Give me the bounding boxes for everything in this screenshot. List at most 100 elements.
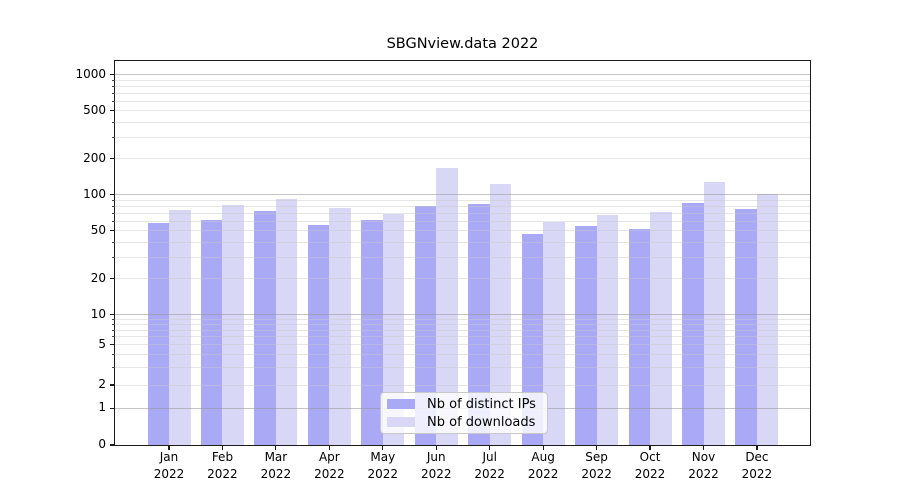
legend-label-downloads: Nb of downloads xyxy=(427,414,536,430)
y-tick-mark xyxy=(110,277,115,280)
y-gridline xyxy=(115,121,810,123)
x-tick-mark xyxy=(221,446,224,450)
y-tick-label: 2 xyxy=(98,377,106,391)
y-minor-tick-mark xyxy=(112,121,115,123)
bar-distinct-ips xyxy=(468,203,490,445)
y-minor-tick-mark xyxy=(112,136,115,138)
y-tick-mark xyxy=(110,407,115,409)
x-tick-label: Apr 2022 xyxy=(314,450,345,481)
bar-distinct-ips xyxy=(628,228,651,445)
y-minor-tick-mark xyxy=(112,205,115,207)
y-tick-mark xyxy=(110,444,115,446)
y-tick-label: 0 xyxy=(98,437,106,451)
x-tick-label: Jun 2022 xyxy=(420,450,452,481)
x-tick-mark xyxy=(596,446,598,450)
y-gridline xyxy=(115,92,810,94)
y-minor-tick-mark xyxy=(112,323,115,325)
x-tick-label: Jan 2022 xyxy=(153,450,185,481)
bar-distinct-ips xyxy=(414,205,437,445)
y-minor-tick-mark xyxy=(112,92,115,94)
x-tick-mark xyxy=(435,446,437,450)
x-tick-mark xyxy=(542,446,544,450)
x-tick-label: Dec 2022 xyxy=(741,450,773,481)
bar-distinct-ips xyxy=(361,220,383,445)
bar-distinct-ips xyxy=(147,223,169,445)
bar-downloads xyxy=(275,199,298,445)
legend-label-distinct-ips: Nb of distinct IPs xyxy=(427,396,536,412)
y-tick-mark xyxy=(110,230,115,232)
x-tick-label: May 2022 xyxy=(367,450,399,481)
y-tick-label: 50 xyxy=(90,222,106,237)
x-tick-label: Aug 2022 xyxy=(527,450,559,481)
bar-downloads xyxy=(650,211,672,445)
x-tick-mark xyxy=(328,446,330,450)
y-minor-tick-mark xyxy=(112,318,115,320)
x-tick-label: Sep 2022 xyxy=(581,450,612,481)
y-minor-tick-mark xyxy=(112,336,115,338)
bar-downloads xyxy=(329,208,351,445)
legend-swatch-downloads xyxy=(387,417,415,427)
y-tick-mark xyxy=(110,384,115,386)
bar-downloads xyxy=(543,222,565,445)
y-tick-label: 10 xyxy=(90,306,106,321)
x-tick-mark xyxy=(649,446,651,450)
x-tick-label: Oct 2022 xyxy=(634,450,666,481)
y-gridline xyxy=(115,136,810,138)
y-minor-tick-mark xyxy=(112,199,115,201)
y-gridline xyxy=(115,110,810,112)
bar-distinct-ips xyxy=(307,224,330,445)
y-tick-mark xyxy=(110,74,115,76)
x-tick-mark xyxy=(382,446,384,450)
y-gridline xyxy=(115,74,810,76)
bar-downloads xyxy=(703,181,725,445)
legend: Nb of distinct IPs Nb of downloads xyxy=(380,392,548,434)
y-tick-mark xyxy=(110,194,115,196)
x-tick-mark xyxy=(702,446,705,450)
x-tick-label: Mar 2022 xyxy=(260,450,292,481)
y-minor-tick-mark xyxy=(112,85,115,87)
x-tick-mark xyxy=(275,446,277,450)
y-minor-tick-mark xyxy=(112,212,115,214)
y-tick-mark xyxy=(110,314,115,316)
bar-distinct-ips xyxy=(254,211,276,445)
bar-downloads xyxy=(596,214,619,445)
x-tick-label: Feb 2022 xyxy=(207,450,238,481)
y-tick-label: 500 xyxy=(83,102,106,117)
x-tick-label: Jul 2022 xyxy=(474,450,505,481)
bar-distinct-ips xyxy=(575,225,597,445)
bar-downloads xyxy=(436,167,458,445)
y-tick-label: 1 xyxy=(98,400,106,415)
bar-downloads xyxy=(756,194,779,445)
x-tick-mark xyxy=(489,446,491,450)
y-tick-label: 20 xyxy=(90,270,106,285)
legend-item-downloads: Nb of downloads xyxy=(381,413,547,431)
chart-title: SBGNview.data 2022 xyxy=(386,36,539,52)
y-tick-label: 5 xyxy=(98,336,106,351)
y-gridline xyxy=(115,158,810,160)
bar-distinct-ips xyxy=(682,202,704,445)
y-minor-tick-mark xyxy=(112,100,115,102)
y-minor-tick-mark xyxy=(112,256,115,258)
y-minor-tick-mark xyxy=(112,366,115,368)
y-minor-tick-mark xyxy=(112,353,115,355)
bar-distinct-ips xyxy=(735,209,757,445)
legend-item-distinct-ips: Nb of distinct IPs xyxy=(381,395,547,413)
y-gridline xyxy=(115,100,810,102)
y-tick-mark xyxy=(110,110,115,112)
y-minor-tick-mark xyxy=(112,79,115,81)
bar-downloads xyxy=(169,209,191,445)
bar-distinct-ips xyxy=(200,220,223,445)
bar-downloads xyxy=(382,214,405,445)
y-minor-tick-mark xyxy=(112,329,115,331)
y-gridline xyxy=(115,85,810,87)
legend-swatch-distinct-ips xyxy=(387,399,415,409)
y-tick-label: 100 xyxy=(83,186,106,201)
x-tick-label: Nov 2022 xyxy=(688,450,719,481)
y-gridline xyxy=(115,79,810,81)
y-tick-mark xyxy=(110,343,115,346)
bar-downloads xyxy=(222,205,244,445)
x-tick-mark xyxy=(756,446,758,450)
y-tick-label: 200 xyxy=(83,150,106,165)
y-minor-tick-mark xyxy=(112,241,115,243)
